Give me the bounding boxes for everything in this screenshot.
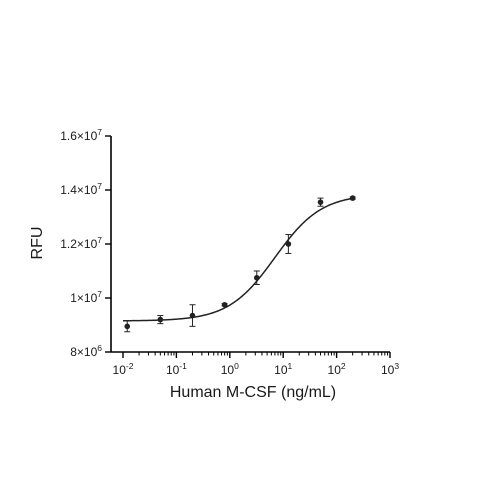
data-point: [349, 195, 356, 201]
x-tick-label: 10-1: [166, 361, 187, 377]
y-tick-label: 1.6×107: [60, 127, 102, 143]
x-tick-label: 103: [381, 361, 399, 377]
data-point: [124, 323, 131, 330]
y-axis: 8×106 1×107 1.2×107 1.4×107 1.6×107: [60, 127, 112, 359]
x-axis: 10-2 10-1 100 101 102 103: [111, 351, 399, 377]
data-point: [157, 316, 164, 323]
y-tick-label: 8×106: [70, 343, 102, 359]
data-point: [189, 312, 196, 319]
y-axis-title: RFU: [29, 227, 46, 260]
y-tick-label: 1.2×107: [60, 235, 102, 251]
data-point: [285, 241, 292, 247]
x-tick-label: 101: [274, 361, 292, 377]
x-tick-label: 102: [328, 361, 346, 377]
data-point: [221, 301, 228, 308]
data-point: [253, 274, 260, 281]
y-tick-label: 1×107: [70, 289, 102, 305]
x-tick-label: 100: [221, 361, 239, 377]
x-tick-label: 10-2: [113, 361, 134, 377]
plot-area: [122, 195, 356, 333]
data-point: [317, 199, 324, 205]
y-tick-label: 1.4×107: [60, 181, 102, 197]
fit-curve: [122, 197, 353, 322]
x-axis-title: Human M-CSF (ng/mL): [170, 384, 336, 401]
